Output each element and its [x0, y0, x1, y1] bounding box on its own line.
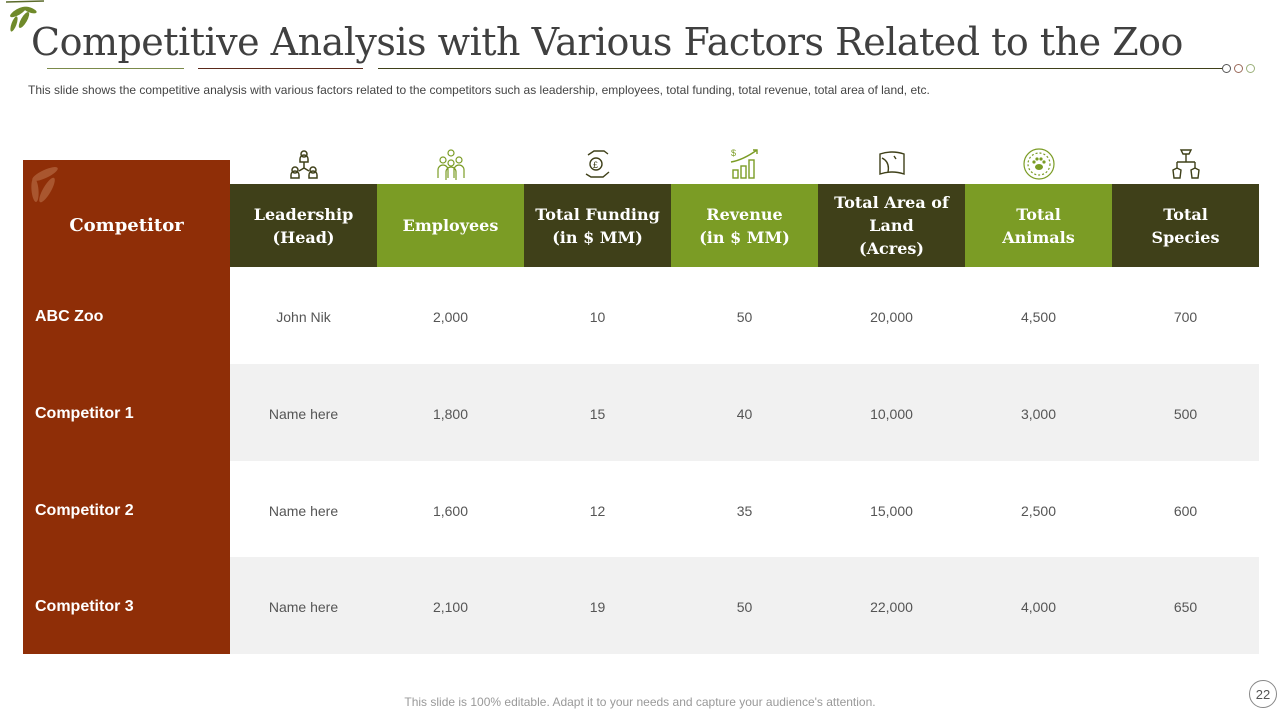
row-label: Competitor 2 — [35, 502, 134, 519]
table-cell: Name here — [268, 406, 339, 422]
table-cell: Name here — [268, 599, 339, 615]
employees-group-icon — [377, 146, 524, 182]
table-cell: 1,800 — [432, 406, 469, 422]
table-cell: 4,000 — [1020, 599, 1057, 615]
team-hierarchy-icon — [230, 146, 377, 182]
title-underline — [378, 68, 1224, 69]
competitor-column — [23, 160, 230, 654]
table-cell: 40 — [736, 406, 753, 422]
column-header: Total Animals — [965, 184, 1112, 267]
table-cell: 4,500 — [1020, 309, 1057, 325]
table-cell: 650 — [1173, 599, 1198, 615]
table-cell: 2,000 — [432, 309, 469, 325]
column-header: Total Species — [1112, 184, 1259, 267]
table-cell: 12 — [589, 503, 606, 519]
leaf-branch-icon — [5, 0, 44, 32]
column-header: Total Funding (in $ MM) — [524, 184, 671, 267]
competitor-header: Competitor — [69, 215, 184, 236]
table-cell: 600 — [1173, 503, 1198, 519]
table-cell: 10,000 — [870, 406, 913, 422]
table-cell: 15,000 — [870, 503, 913, 519]
column-header: Revenue (in $ MM) — [671, 184, 818, 267]
column-header: Total Area of Land (Acres) — [818, 184, 965, 267]
table-row-bg — [230, 557, 1259, 654]
growth-bars-icon: $ — [671, 146, 818, 182]
table-cell: 50 — [736, 309, 753, 325]
table-cell: 2,100 — [432, 599, 469, 615]
page-title: Competitive Analysis with Various Factor… — [31, 20, 1183, 64]
decorative-dots — [1222, 64, 1255, 73]
table-cell: 19 — [589, 599, 606, 615]
table-cell: 700 — [1173, 309, 1198, 325]
table-cell: 500 — [1173, 406, 1198, 422]
paw-badge-icon — [965, 146, 1112, 182]
table-cell: 1,600 — [432, 503, 469, 519]
footer-note: This slide is 100% editable. Adapt it to… — [404, 695, 876, 709]
table-cell: 15 — [589, 406, 606, 422]
page-number: 22 — [1249, 680, 1277, 708]
table-cell: 35 — [736, 503, 753, 519]
subtitle: This slide shows the competitive analysi… — [28, 83, 930, 97]
leaf-icon — [31, 167, 58, 203]
row-label: Competitor 1 — [35, 405, 134, 422]
species-hierarchy-icon — [1112, 146, 1259, 182]
svg-text:£: £ — [593, 160, 598, 170]
table-cell: 22,000 — [870, 599, 913, 615]
land-map-icon — [818, 146, 965, 182]
table-cell: 50 — [736, 599, 753, 615]
svg-text:$: $ — [731, 148, 736, 158]
column-header: Leadership (Head) — [230, 184, 377, 267]
table-cell: 3,000 — [1020, 406, 1057, 422]
title-underline — [198, 68, 363, 69]
table-cell: 10 — [589, 309, 606, 325]
pound-coin-hand-icon: £ — [524, 146, 671, 182]
table-cell: John Nik — [276, 309, 331, 325]
title-underline — [47, 68, 184, 69]
table-cell: 2,500 — [1020, 503, 1057, 519]
table-cell: 20,000 — [870, 309, 913, 325]
column-header: Employees — [377, 184, 524, 267]
row-label: ABC Zoo — [35, 308, 104, 325]
table-cell: Name here — [268, 503, 339, 519]
row-label: Competitor 3 — [35, 598, 134, 615]
table-row-bg — [230, 364, 1259, 461]
